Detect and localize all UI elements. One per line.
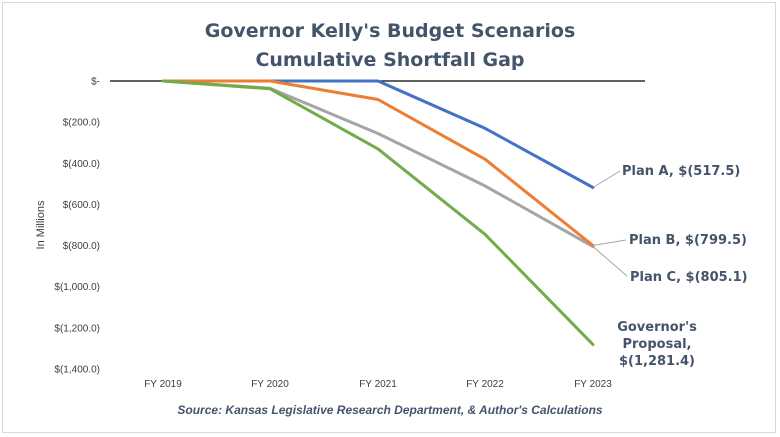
y-tick-label: $(400.0): [63, 159, 100, 170]
series-annotation-label: Proposal,: [622, 337, 691, 352]
series-annotation-label: $(1,281.4): [619, 354, 695, 369]
series-line-plan-c: [161, 79, 595, 249]
chart-frame: [2, 2, 776, 433]
y-tick-label: $(200.0): [63, 118, 100, 129]
series-lines: [161, 79, 595, 347]
chart-title-line: Cumulative Shortfall Gap: [255, 49, 524, 71]
y-axis-label: In Millions: [35, 200, 47, 249]
x-tick-label: FY 2020: [251, 379, 289, 390]
series-annotation-label: Plan C, $(805.1): [630, 270, 748, 285]
chart-title: Governor Kelly's Budget Scenarios Cumulat…: [205, 20, 576, 71]
y-tick-label: $(1,200.0): [54, 323, 100, 334]
y-axis-ticks: $- $(200.0) $(400.0) $(600.0) $(800.0) $(1,00…: [54, 77, 100, 376]
x-tick-label: FY 2023: [574, 379, 612, 390]
annotation-leader-line: [592, 170, 621, 188]
x-tick-label: FY 2019: [144, 379, 182, 390]
series-annotation-label: Plan A, $(517.5): [622, 164, 740, 179]
annotation-leader-line: [592, 246, 628, 277]
series-annotations: Plan A, $(517.5) Plan B, $(799.5) Plan C, …: [617, 164, 747, 369]
series-annotation-label: Governor's: [617, 320, 697, 335]
annotation-leaders: [592, 170, 628, 277]
series-line-plan-b: [161, 79, 595, 247]
source-note: Source: Kansas Legislative Research Depa…: [177, 403, 603, 417]
series-annotation-label: Plan B, $(799.5): [629, 233, 747, 248]
series-line-governor: [161, 79, 595, 347]
chart-title-line: Governor Kelly's Budget Scenarios: [205, 20, 576, 42]
y-tick-label: $(1,400.0): [54, 365, 100, 376]
x-tick-label: FY 2021: [359, 379, 397, 390]
y-tick-label: $(600.0): [63, 200, 100, 211]
y-tick-label: $(1,000.0): [54, 282, 100, 293]
y-tick-label: $-: [91, 77, 100, 88]
annotation-leader-line: [592, 239, 627, 246]
x-tick-label: FY 2022: [466, 379, 504, 390]
y-tick-label: $(800.0): [63, 241, 100, 252]
x-axis-ticks: FY 2019 FY 2020 FY 2021 FY 2022 FY 2023: [144, 379, 612, 390]
